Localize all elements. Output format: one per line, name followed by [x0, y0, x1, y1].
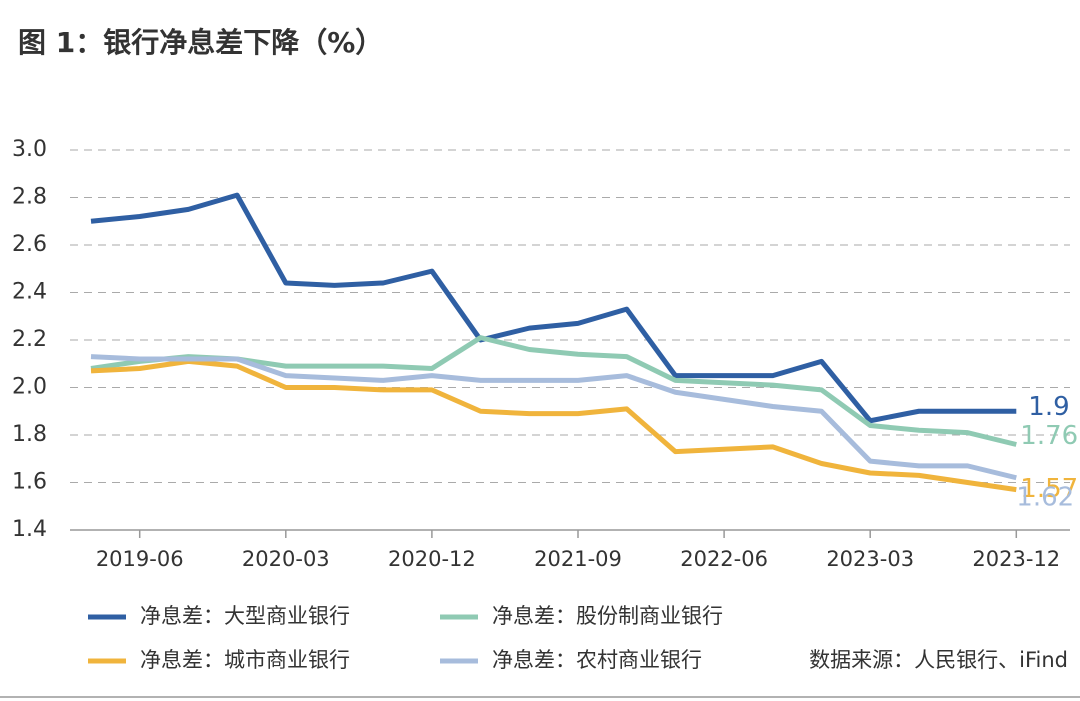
data-label: 1.9	[1028, 392, 1069, 422]
source-note: 数据来源：人民银行、iFind	[809, 648, 1068, 672]
y-tick-label: 1.6	[12, 470, 47, 495]
x-tick-label: 2019-06	[96, 547, 184, 571]
y-tick-label: 1.4	[12, 517, 47, 542]
legend-label: 净息差：股份制商业银行	[492, 604, 723, 628]
series-line	[90, 335, 1017, 447]
data-label: 1.62	[1016, 482, 1074, 512]
legend-label: 净息差：大型商业银行	[140, 604, 350, 628]
y-tick-label: 2.0	[12, 375, 47, 400]
x-tick-label: 2020-12	[388, 547, 476, 571]
series-line	[90, 358, 1017, 493]
x-tick-label: 2021-09	[534, 547, 622, 571]
legend-label: 净息差：城市商业银行	[140, 648, 350, 672]
series-line	[90, 354, 1017, 481]
y-tick-label: 3.0	[12, 137, 47, 162]
y-tick-label: 2.6	[12, 232, 47, 257]
y-tick-label: 1.8	[12, 422, 47, 447]
y-tick-label: 2.8	[12, 185, 47, 210]
data-label: 1.57	[1020, 474, 1078, 504]
x-tick-label: 2023-03	[826, 547, 914, 571]
legend-label: 净息差：农村商业银行	[492, 648, 702, 672]
y-tick-label: 2.4	[12, 280, 47, 305]
x-tick-label: 2023-12	[972, 547, 1060, 571]
x-tick-label: 2022-06	[680, 547, 768, 571]
chart-title: 图 1：银行净息差下降（%）	[18, 26, 383, 59]
x-tick-label: 2020-03	[242, 547, 330, 571]
series-line	[90, 192, 1017, 424]
y-tick-label: 2.2	[12, 327, 47, 352]
data-label: 1.76	[1020, 421, 1078, 451]
